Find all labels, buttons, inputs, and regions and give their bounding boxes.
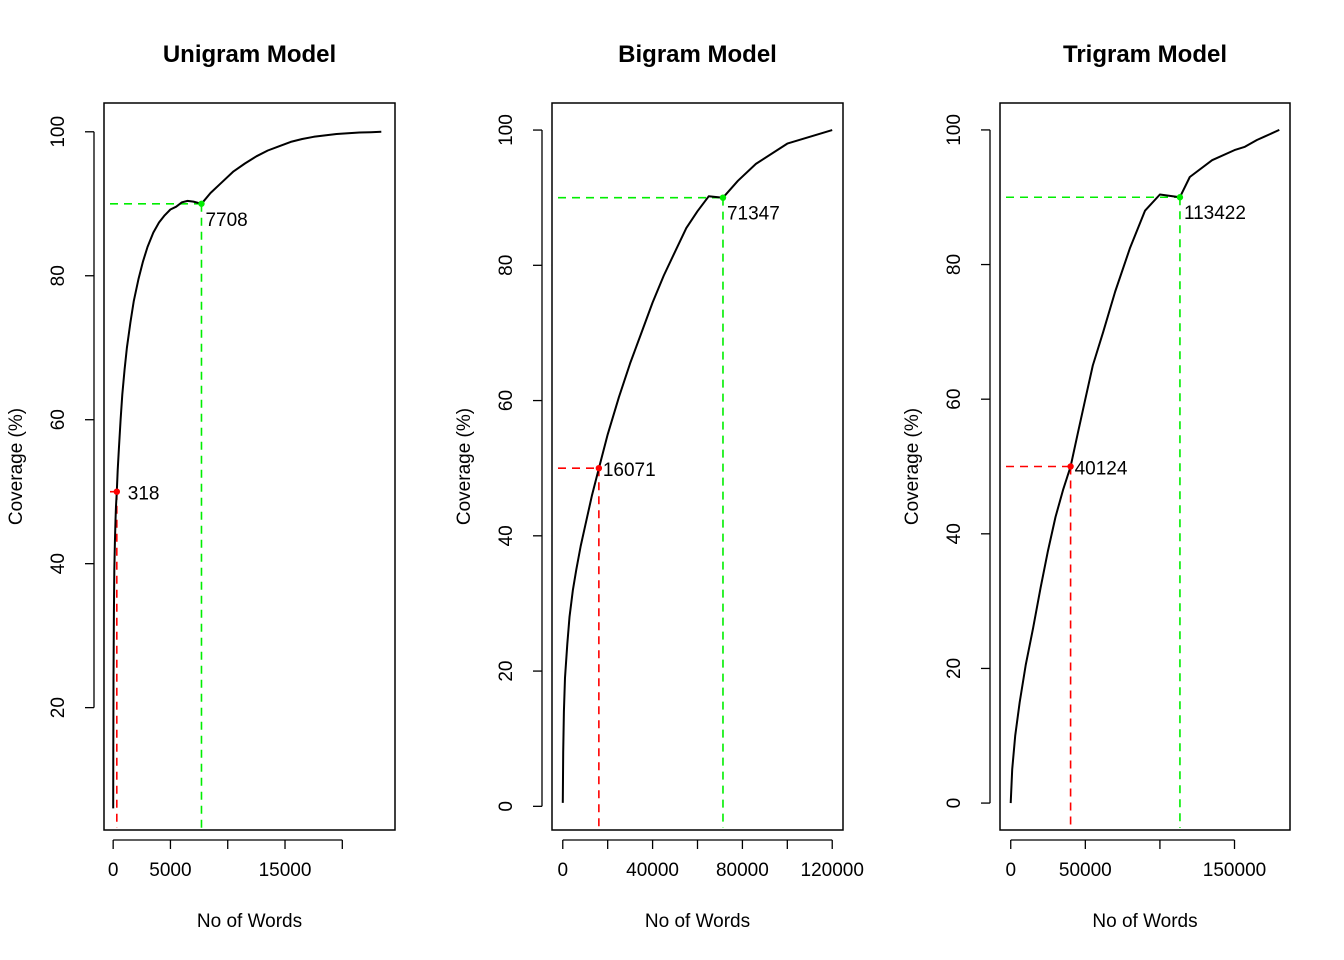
x-tick-label: 40000 (626, 860, 679, 881)
y-tick-label: 40 (496, 525, 517, 546)
threshold-label: 40124 (1075, 459, 1128, 480)
coverage-line (1009, 128, 1280, 804)
plot-frame (103, 102, 396, 831)
x-tick-label: 150000 (1203, 860, 1266, 881)
y-tick-label: 40 (48, 553, 69, 574)
x-tick-label: 80000 (716, 860, 769, 881)
x-tick-label: 50000 (1059, 860, 1112, 881)
y-tick-label: 0 (496, 801, 517, 812)
y-tick-label: 100 (48, 116, 69, 148)
plot-area: 0 5000 15000 20 40 60 80 100 318 7708 (48, 102, 396, 881)
y-tick-label: 40 (944, 523, 965, 544)
chart-title: Unigram Model (163, 41, 336, 68)
y-tick-label: 80 (944, 254, 965, 275)
x-axis-label: No of Words (1092, 911, 1197, 932)
y-axis-label: Coverage (%) (6, 408, 27, 525)
panel-trigram: Trigram Model No of Words Coverage (%) 0… (902, 41, 1291, 932)
plot-area: 0 50000 150000 0 20 40 60 80 100 40124 113422 (944, 102, 1291, 881)
chart-title: Trigram Model (1063, 41, 1227, 68)
coverage-line (112, 130, 382, 809)
y-tick-label: 60 (496, 390, 517, 411)
y-axis-label: Coverage (%) (454, 408, 475, 525)
y-tick-label: 60 (944, 389, 965, 410)
x-tick-label: 120000 (801, 860, 864, 881)
y-tick-label: 100 (944, 114, 965, 146)
plot-frame (551, 102, 844, 831)
y-tick-label: 80 (48, 265, 69, 286)
y-tick-label: 80 (496, 255, 517, 276)
threshold-point (1067, 463, 1074, 470)
x-axis-label: No of Words (197, 911, 302, 932)
threshold-label: 71347 (727, 204, 780, 225)
y-axis-label: Coverage (%) (902, 408, 923, 525)
x-tick-label: 0 (108, 860, 119, 881)
threshold-label: 113422 (1184, 203, 1246, 224)
x-tick-label: 0 (1005, 860, 1016, 881)
x-tick-label: 15000 (259, 860, 312, 881)
plot-frame (999, 102, 1291, 831)
threshold-point (719, 194, 727, 201)
threshold-label: 7708 (205, 210, 247, 231)
coverage-line (561, 129, 833, 803)
y-tick-label: 100 (496, 114, 517, 146)
chart-title: Bigram Model (618, 41, 777, 68)
threshold-point (113, 488, 121, 495)
threshold-point (198, 200, 205, 207)
panel-unigram: Unigram Model No of Words Coverage (%) 0… (6, 41, 396, 932)
threshold-label: 318 (128, 484, 160, 505)
y-tick-label: 60 (48, 409, 69, 430)
x-tick-label: 0 (557, 860, 568, 881)
x-axis-label: No of Words (645, 911, 750, 932)
y-tick-label: 20 (944, 658, 965, 679)
panel-bigram: Bigram Model No of Words Coverage (%) 0 4… (454, 41, 864, 932)
x-tick-label: 5000 (149, 860, 191, 881)
y-tick-label: 0 (944, 798, 965, 809)
plot-area: 0 40000 80000 120000 0 20 40 60 80 100 16071 71347 (496, 102, 864, 881)
y-tick-label: 20 (496, 661, 517, 682)
threshold-point (595, 464, 603, 472)
y-tick-label: 20 (48, 697, 69, 718)
threshold-point (1176, 194, 1184, 201)
threshold-label: 16071 (603, 460, 656, 481)
